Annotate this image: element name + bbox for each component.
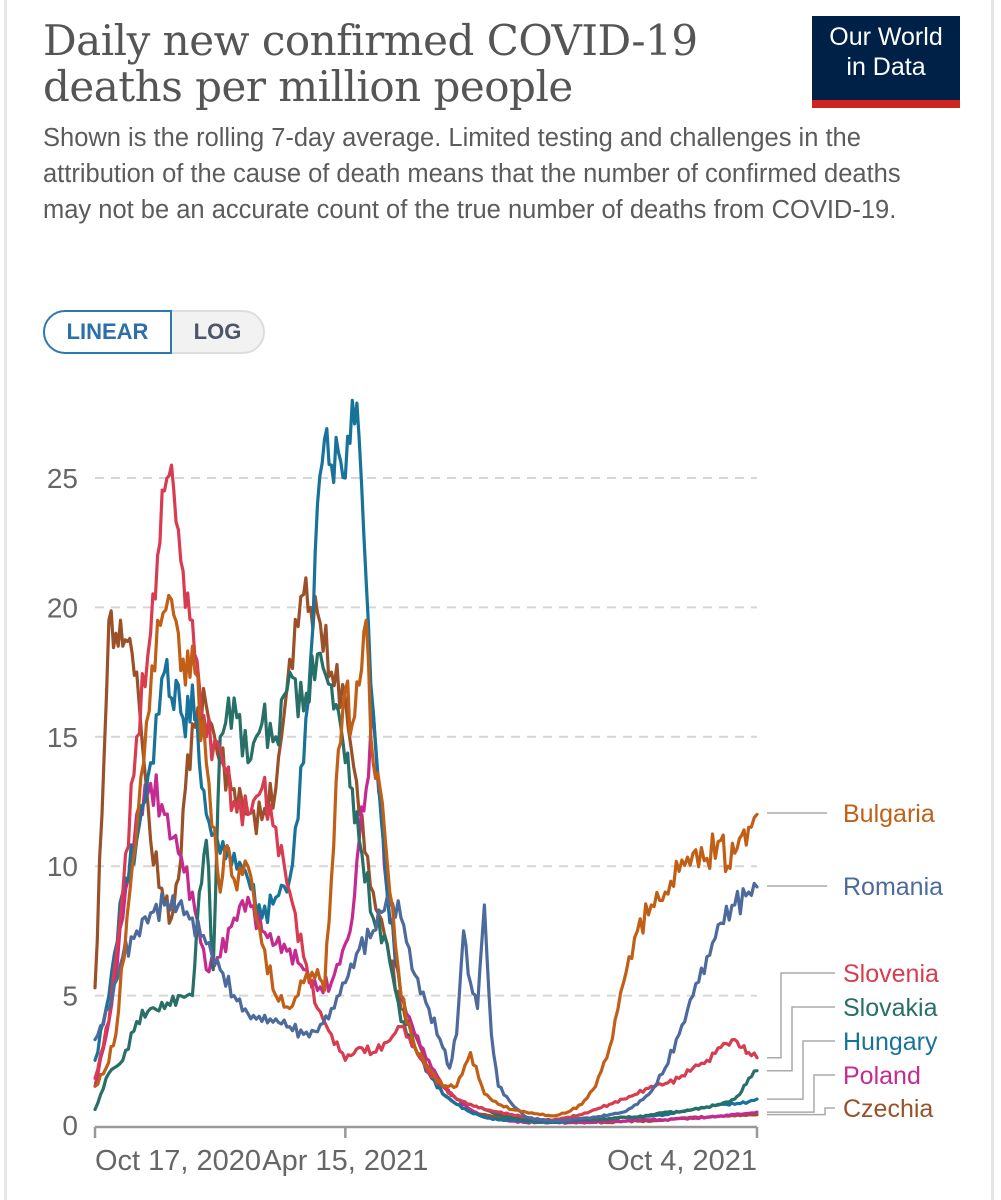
y-tick-label: 20: [47, 592, 78, 623]
chart-frame: [4, 0, 994, 1200]
owid-logo[interactable]: Our World in Data: [812, 16, 960, 108]
label-connector: [767, 1107, 835, 1116]
y-tick-label: 0: [62, 1110, 78, 1141]
x-axis: Oct 17, 2020 Apr 15, 2021 Oct 4, 2021: [93, 1125, 759, 1177]
series-label-hungary[interactable]: Hungary: [843, 1028, 938, 1056]
x-tick-label: Oct 17, 2020: [95, 1145, 261, 1177]
series-label-slovakia[interactable]: Slovakia: [843, 994, 938, 1022]
label-connector: [767, 1074, 835, 1113]
series-line-romania[interactable]: [93, 881, 759, 1123]
chart-subtitle: Shown is the rolling 7-day average. Limi…: [43, 124, 901, 224]
label-connector: [767, 972, 835, 1059]
series-end-labels: Bulgaria Romania Slovenia Slovakia Hungary Po…: [767, 800, 943, 1123]
series-line-bulgaria[interactable]: [93, 593, 759, 1118]
title-line-2: deaths per million people: [43, 62, 573, 111]
logo-line-1: Our World: [829, 23, 943, 51]
x-tick-label: Oct 4, 2021: [607, 1145, 757, 1177]
series-line-poland[interactable]: [93, 709, 759, 1125]
chart-title: Daily new confirmed COVID-19 deaths per …: [43, 18, 783, 110]
series-label-poland[interactable]: Poland: [843, 1062, 921, 1090]
series-label-romania[interactable]: Romania: [843, 873, 943, 901]
series-lines: [93, 398, 759, 1125]
series-line-hungary[interactable]: [93, 398, 759, 1125]
logo-line-2: in Data: [846, 53, 926, 81]
gridlines: [95, 477, 757, 997]
label-connector: [767, 1040, 835, 1100]
log-scale-button[interactable]: LOG: [172, 310, 265, 354]
label-connector: [767, 1006, 835, 1072]
series-label-czechia[interactable]: Czechia: [843, 1095, 933, 1123]
scale-toggle: LINEAR LOG: [43, 310, 265, 354]
linear-scale-button[interactable]: LINEAR: [43, 310, 172, 354]
title-line-1: Daily new confirmed COVID-19: [43, 16, 698, 65]
y-tick-label: 25: [47, 463, 78, 494]
series-label-slovenia[interactable]: Slovenia: [843, 960, 939, 988]
x-tick-label: Apr 15, 2021: [262, 1145, 428, 1177]
series-label-bulgaria[interactable]: Bulgaria: [843, 800, 935, 828]
y-tick-label: 15: [47, 722, 78, 753]
y-tick-label: 10: [47, 851, 78, 882]
y-tick-label: 5: [62, 981, 78, 1012]
y-axis-ticks: 0 5 10 15 20 25: [47, 463, 78, 1141]
series-line-slovenia[interactable]: [93, 463, 759, 1122]
